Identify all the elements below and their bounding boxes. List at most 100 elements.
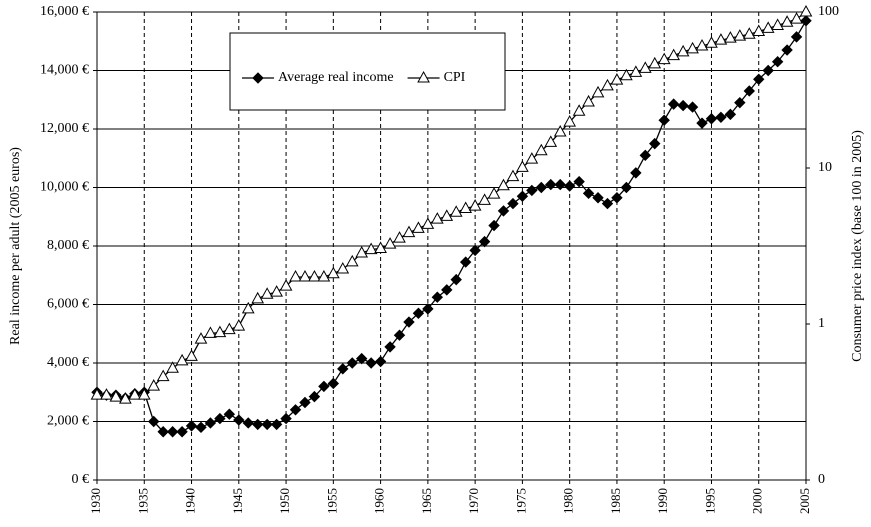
data-point	[487, 187, 501, 199]
data-point	[214, 412, 226, 425]
data-point	[364, 242, 378, 255]
plot-frame	[96, 11, 807, 481]
data-point	[441, 284, 453, 296]
data-point	[497, 178, 510, 191]
x-tick-label: 1985	[608, 488, 623, 514]
data-point	[630, 167, 642, 179]
y2-tick-label: 10	[818, 160, 832, 175]
data-point	[695, 39, 709, 51]
data-point	[734, 96, 746, 109]
data-point	[440, 209, 454, 221]
data-point	[431, 291, 444, 303]
data-point	[251, 418, 264, 431]
data-point	[714, 33, 728, 45]
data-point	[337, 363, 349, 375]
data-point	[638, 61, 652, 73]
x-tick-label: 1990	[655, 488, 670, 514]
data-point	[676, 44, 690, 57]
y-tick-label: 6,000 €	[47, 297, 89, 312]
data-point	[156, 369, 170, 382]
data-point	[553, 125, 567, 137]
data-point	[761, 21, 775, 33]
data-point	[497, 205, 510, 217]
data-point	[611, 192, 623, 204]
data-point	[308, 390, 321, 403]
x-tick-label: 1935	[135, 488, 150, 514]
data-point	[658, 114, 670, 126]
data-point	[185, 349, 198, 361]
data-point	[677, 99, 689, 112]
data-point	[459, 201, 473, 214]
y2-tick-label: 0	[818, 472, 825, 487]
data-point	[289, 270, 302, 282]
data-point	[780, 15, 794, 27]
x-tick-label: 1980	[561, 488, 576, 514]
data-point	[629, 65, 643, 77]
data-point	[525, 152, 539, 164]
data-point	[620, 181, 633, 194]
data-point	[327, 377, 340, 390]
data-point	[355, 352, 368, 365]
data-point	[233, 414, 245, 426]
y-axis-label: Real income per adult (2005 euros)	[8, 147, 23, 345]
data-point	[799, 4, 813, 17]
data-point	[545, 178, 557, 191]
data-point	[544, 135, 558, 147]
x-tick-label: 1940	[183, 488, 198, 514]
data-point	[507, 197, 519, 210]
legend-label: CPI	[444, 70, 466, 85]
y-tick-label: 0 €	[72, 472, 90, 487]
data-point	[393, 231, 406, 243]
data-point	[166, 361, 179, 373]
y-tick-label: 14,000 €	[40, 63, 89, 78]
x-tick-label: 1970	[466, 488, 481, 514]
x-tick-label: 1965	[419, 488, 434, 514]
data-point	[280, 412, 292, 425]
data-point	[610, 73, 624, 85]
y2-axis-label: Consumer price index (base 100 in 2005)	[850, 130, 865, 362]
data-point	[733, 29, 747, 41]
data-point	[667, 48, 680, 61]
data-point	[450, 273, 462, 286]
data-point	[374, 241, 387, 253]
data-point	[317, 270, 331, 282]
data-point	[468, 199, 482, 211]
data-point	[147, 379, 161, 391]
legend-marker	[252, 72, 264, 84]
x-tick-label: 1975	[513, 488, 528, 514]
data-point	[346, 357, 358, 369]
x-tick-label: 1955	[324, 488, 339, 514]
data-point	[289, 404, 302, 416]
data-point	[176, 426, 188, 438]
data-point	[185, 420, 198, 432]
data-point	[573, 175, 585, 188]
data-point	[260, 287, 274, 299]
data-point	[526, 184, 538, 197]
data-point	[109, 390, 123, 402]
data-point	[705, 113, 718, 125]
data-point	[639, 149, 652, 162]
data-point	[402, 225, 416, 238]
data-point	[563, 180, 576, 192]
data-point	[667, 98, 680, 110]
y-tick-label: 10,000 €	[40, 180, 89, 195]
data-point	[365, 357, 377, 369]
data-point	[393, 329, 406, 341]
data-point	[345, 254, 359, 267]
data-point	[137, 388, 151, 400]
data-point	[270, 285, 283, 297]
y2-tick-label: 1	[818, 316, 825, 331]
data-point	[781, 44, 793, 56]
data-point	[241, 301, 255, 314]
data-point	[742, 27, 756, 39]
data-point	[724, 31, 737, 43]
data-point	[223, 408, 236, 420]
data-point	[516, 160, 529, 172]
data-point	[90, 388, 104, 400]
data-point	[705, 36, 718, 48]
data-point	[648, 56, 662, 69]
y-tick-label: 8,000 €	[47, 238, 89, 253]
data-point	[449, 205, 463, 217]
data-point	[771, 18, 784, 30]
